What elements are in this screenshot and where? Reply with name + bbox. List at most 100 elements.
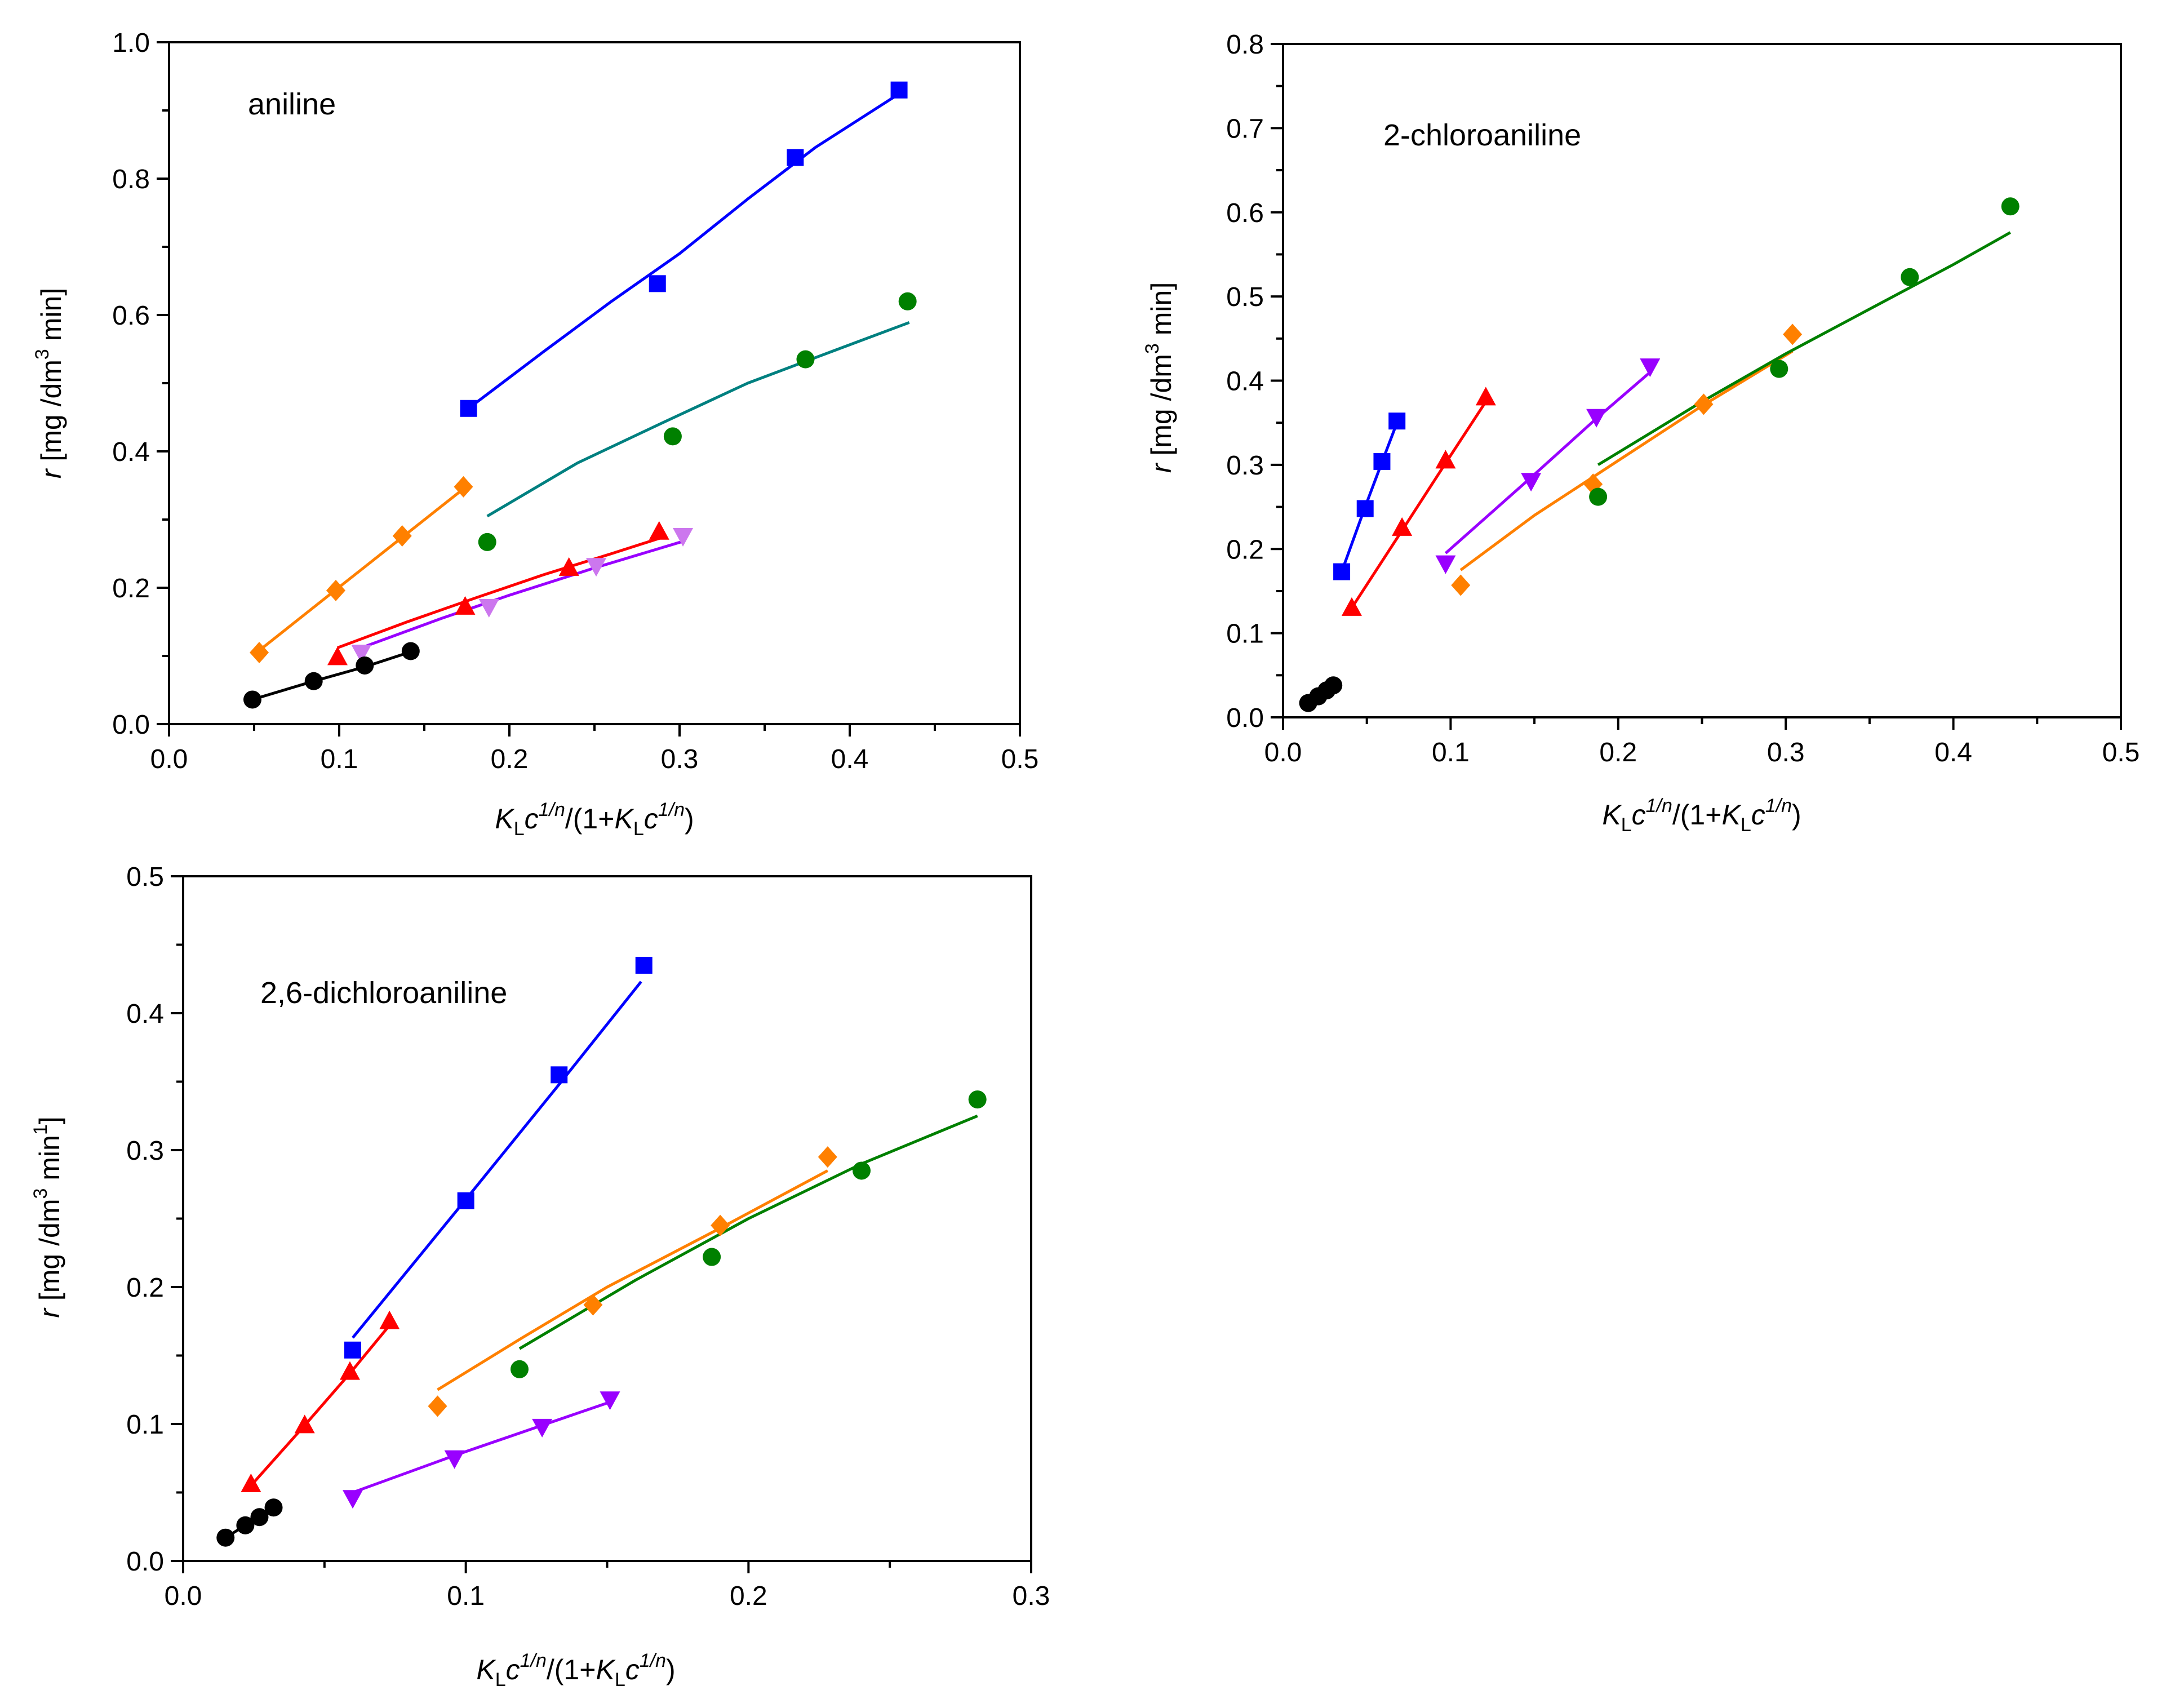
x-axis-label: KLc1/n/(1+KLc1/n) <box>495 799 694 840</box>
x-tick-label: 0.2 <box>491 744 529 774</box>
marker-circles-black <box>216 1528 235 1547</box>
marker-diamonds <box>1783 323 1803 345</box>
marker-triangles-down <box>1640 358 1661 378</box>
marker-circles-black <box>243 690 261 709</box>
fit-line-diamonds <box>437 1169 828 1391</box>
fit-lines <box>252 91 910 701</box>
marker-triangles-down <box>1586 409 1607 428</box>
marker-squares <box>344 1341 361 1359</box>
marker-diamonds <box>711 1214 730 1236</box>
y-tick-label: 0.3 <box>1226 451 1264 481</box>
x-tick-label: 0.4 <box>831 744 869 774</box>
marker-triangles-down <box>586 558 607 577</box>
fit-line-circles-green <box>486 321 910 518</box>
marker-triangles-down <box>532 1418 553 1438</box>
axis-ticks: 0.0 0.1 0.2 0.3 0.4 0.5 0.0 0.2 0.4 0.6 0.8 1.0 <box>112 28 1038 774</box>
y-axis-label: r [mg /dm3 min1] <box>30 1116 65 1317</box>
x-tick-label: 0.0 <box>165 1581 202 1611</box>
marker-triangles-down <box>343 1490 363 1509</box>
chart-2-chloroaniline: 0.0 0.1 0.2 0.3 0.4 0.5 0.0 0.1 0.2 0.3 0.4 0.5 0.6 0… <box>1142 30 2140 836</box>
fit-line-diamonds <box>258 487 465 652</box>
fit-line-squares <box>1340 422 1399 573</box>
marker-squares <box>460 400 477 417</box>
marker-circles-green <box>796 350 815 369</box>
x-tick-label: 0.5 <box>1001 744 1039 774</box>
marker-triangles-up <box>339 1361 360 1380</box>
marker-squares <box>551 1066 568 1084</box>
marker-diamonds <box>1451 574 1471 596</box>
marker-circles-black <box>356 656 374 675</box>
fit-line-squares <box>467 91 902 410</box>
x-axis-label: KLc1/n/(1+KLc1/n) <box>476 1650 675 1691</box>
marker-circles-green <box>853 1161 871 1180</box>
marker-triangles-down <box>444 1450 465 1469</box>
marker-triangles-down <box>478 598 499 618</box>
y-tick-label: 0.2 <box>1226 535 1264 565</box>
x-tick-label: 0.2 <box>730 1581 767 1611</box>
marker-triangles-up <box>379 1310 400 1329</box>
marker-triangles-up <box>558 557 579 576</box>
fit-line-circles-green <box>518 1114 978 1350</box>
fit-line-triangles-up <box>250 1324 391 1487</box>
marker-circles-black <box>264 1498 283 1517</box>
marker-squares <box>649 275 666 292</box>
y-tick-label: 0.4 <box>1226 367 1264 397</box>
fit-line-circles-black <box>252 650 411 701</box>
marker-circles-green <box>898 292 917 310</box>
x-tick-label: 0.3 <box>661 744 699 774</box>
marker-circles-green <box>1901 268 1919 286</box>
y-tick-label: 0.8 <box>1226 30 1264 60</box>
marker-circles-green <box>1589 487 1608 506</box>
x-tick-label: 0.5 <box>2102 738 2140 768</box>
marker-diamonds <box>326 579 345 601</box>
y-tick-label: 0.0 <box>126 1547 164 1577</box>
marker-diamonds <box>583 1294 603 1316</box>
x-tick-label: 0.1 <box>1432 738 1470 768</box>
data-markers <box>1299 197 2020 712</box>
fit-line-triangles-down <box>361 540 684 649</box>
y-tick-label: 0.1 <box>1226 619 1264 649</box>
marker-circles-green <box>1770 360 1788 378</box>
marker-circles-black <box>401 642 420 660</box>
y-tick-label: 0.6 <box>112 301 150 331</box>
y-tick-label: 0.4 <box>126 999 164 1029</box>
y-tick-label: 0.8 <box>112 165 150 194</box>
marker-triangles-up <box>1392 517 1413 536</box>
chart-aniline: 0.0 0.1 0.2 0.3 0.4 0.5 0.0 0.2 0.4 0.6 0.8 1.0 ani… <box>32 28 1038 840</box>
y-axis-label: r [mg /dm3 min] <box>1142 282 1177 473</box>
marker-squares <box>1356 500 1374 517</box>
marker-triangles-down <box>600 1391 620 1410</box>
y-tick-label: 0.3 <box>126 1136 164 1166</box>
x-tick-label: 0.1 <box>321 744 358 774</box>
y-tick-label: 0.5 <box>126 862 164 892</box>
marker-triangles-up <box>649 521 669 540</box>
marker-circles-green <box>478 533 496 551</box>
marker-circles-green <box>968 1090 987 1109</box>
marker-circles-green <box>510 1360 529 1378</box>
marker-triangles-up <box>327 646 348 666</box>
y-tick-label: 0.7 <box>1226 114 1264 144</box>
marker-diamonds <box>428 1395 447 1417</box>
marker-squares <box>890 81 908 99</box>
marker-triangles-down <box>673 528 694 547</box>
axis-ticks: 0.0 0.1 0.2 0.3 0.4 0.5 0.0 0.1 0.2 0.3 0.4 0.5 0.6 0… <box>1226 30 2140 768</box>
chart-2-6-dichloroaniline: 0.0 0.1 0.2 0.3 0.0 0.1 0.2 0.3 0.4 0.5 2,6-dichl… <box>30 862 1050 1691</box>
chart-annotation: aniline <box>248 87 336 121</box>
marker-circles-black <box>304 672 323 690</box>
marker-triangles-up <box>455 596 476 615</box>
marker-squares <box>787 149 804 166</box>
y-tick-label: 0.6 <box>1226 198 1264 228</box>
x-tick-label: 0.0 <box>150 744 188 774</box>
y-tick-label: 0.2 <box>112 574 150 604</box>
marker-diamonds <box>454 476 473 498</box>
chart-annotation: 2,6-dichloroaniline <box>260 976 507 1010</box>
fit-line-squares <box>352 981 642 1339</box>
fit-line-diamonds <box>1459 350 1794 571</box>
x-tick-label: 0.4 <box>1934 738 1972 768</box>
fit-lines <box>1307 231 2011 704</box>
marker-circles-black <box>1324 676 1343 695</box>
marker-diamonds <box>392 525 412 547</box>
fit-lines <box>224 981 978 1539</box>
marker-triangles-up <box>1341 597 1362 616</box>
marker-squares <box>1333 563 1351 580</box>
